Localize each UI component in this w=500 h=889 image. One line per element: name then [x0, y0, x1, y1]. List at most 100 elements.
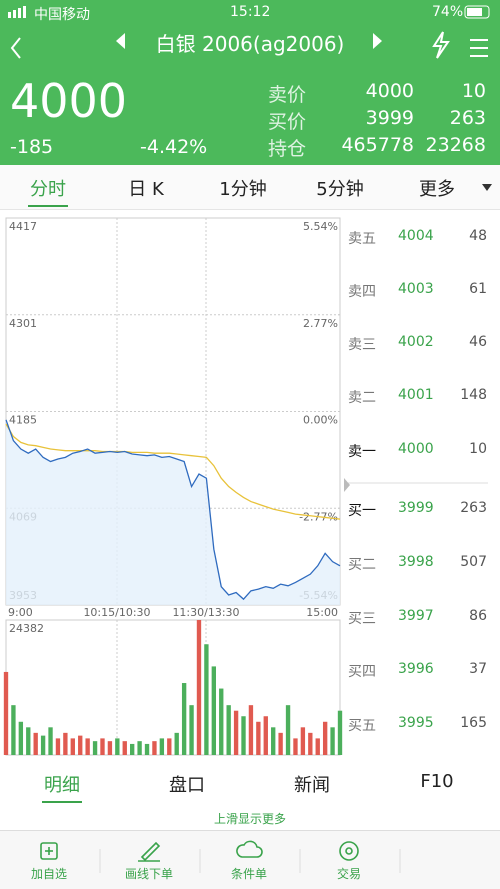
tool[interactable]: 交易 [336, 867, 362, 881]
book-label: 卖五 [348, 231, 376, 247]
book-price: 3998 [398, 554, 434, 570]
tool[interactable]: 画线下单 [124, 867, 174, 881]
x-tick-label: 9:00 [8, 606, 33, 619]
quote-label: 买价 [268, 111, 307, 133]
volume-bar [337, 710, 343, 755]
book-price: 4003 [398, 281, 434, 297]
dropdown-arrow [482, 184, 492, 196]
volume-bar [129, 743, 135, 755]
volume-bar [315, 738, 320, 755]
quote-qty: 23268 [425, 134, 486, 156]
tool[interactable]: 条件单 [230, 867, 268, 881]
hint: 上滑显示更多 [213, 812, 287, 826]
book-qty: 86 [469, 608, 487, 624]
book-qty: 263 [460, 500, 487, 516]
book-row: 买四 3996 37 [348, 661, 493, 685]
change-pct: -4.42% [140, 136, 208, 158]
tab[interactable]: 更多 [419, 179, 455, 200]
volume-bar [293, 738, 298, 755]
volume-bar [308, 732, 313, 755]
volume-bar [241, 716, 246, 755]
flash[interactable] [432, 31, 450, 59]
bottom-tab[interactable]: 明细 [44, 775, 80, 796]
y-tick-label: 4185 [9, 414, 37, 427]
bottom-tab[interactable]: F10 [420, 771, 454, 792]
volume-bar [144, 743, 150, 755]
quote-qty: 10 [461, 80, 486, 102]
tab[interactable]: 分时 [30, 179, 66, 200]
average-line [5, 423, 341, 520]
quote-row: 买价 3999 263 [268, 107, 490, 133]
volume-bar [18, 721, 24, 755]
book-row: 买五 3995 165 [348, 715, 493, 739]
menu[interactable] [470, 39, 488, 57]
bottom-tab[interactable]: 盘口 [169, 775, 205, 796]
prev[interactable] [116, 33, 125, 49]
volume-bar [55, 738, 61, 755]
volume-bar [70, 738, 75, 755]
next[interactable] [373, 33, 382, 49]
book-qty: 48 [469, 228, 487, 244]
book-qty: 61 [469, 281, 487, 297]
volume-bar [226, 705, 231, 755]
book-label: 买四 [348, 664, 376, 680]
book-price: 3999 [398, 500, 434, 516]
book-row: 卖二 4001 148 [348, 387, 493, 411]
collapse[interactable] [344, 478, 350, 492]
book-label: 买五 [348, 718, 376, 734]
book-qty: 507 [460, 554, 487, 570]
tool[interactable]: 加自选 [30, 867, 68, 881]
bottom-tab[interactable]: 新闻 [294, 775, 330, 796]
back[interactable] [10, 37, 21, 59]
clock: 15:12 [230, 4, 271, 20]
volume-bar [181, 683, 187, 755]
book-row: 买二 3998 507 [348, 554, 493, 578]
book-price: 4000 [398, 441, 434, 457]
volume-bar [78, 735, 83, 755]
volume-bar [196, 620, 202, 755]
battery: 74% [432, 4, 464, 20]
book-price: 3996 [398, 661, 434, 677]
book-qty: 46 [469, 334, 487, 350]
volume-bar [167, 738, 172, 755]
book-qty: 148 [460, 387, 487, 403]
volume-bar [48, 727, 53, 755]
price-area [6, 419, 340, 605]
tab[interactable]: 1分钟 [219, 179, 267, 200]
volume-bar [11, 705, 16, 755]
volume-tick-label: 24382 [9, 622, 44, 635]
volume-bar [211, 666, 217, 755]
book-row: 卖五 4004 48 [348, 228, 493, 252]
volume-panel [5, 619, 341, 756]
book-row: 卖一 4000 10 [348, 441, 493, 465]
x-tick-label: 10:15/10:30 [83, 606, 150, 619]
toolbar: 加自选 画线下单 条件单 交易 [0, 830, 500, 889]
header-icons [8, 5, 490, 59]
book-price: 3995 [398, 715, 434, 731]
change: -185 [10, 136, 54, 158]
quote-value: 3999 [365, 107, 414, 129]
volume-bar [152, 741, 157, 755]
volume-bar [174, 732, 179, 755]
tab-underline [28, 205, 68, 207]
quote-label: 卖价 [268, 84, 307, 106]
volume-bar [159, 738, 165, 755]
tab[interactable]: 5分钟 [316, 179, 364, 200]
book-label: 买三 [348, 611, 376, 627]
tab[interactable]: 日 K [128, 179, 164, 200]
volume-bar [92, 741, 98, 755]
quote-row: 卖价 4000 10 [268, 80, 490, 106]
volume-bar [204, 644, 209, 755]
volume-bar [3, 671, 9, 755]
volume-bar [300, 727, 306, 755]
y-tick-label: 4301 [9, 317, 37, 330]
volume-bar [278, 732, 283, 755]
y-tick-label: 4417 [9, 220, 37, 233]
volume-bar [122, 741, 127, 755]
book-label: 买一 [348, 503, 376, 519]
book-row: 卖三 4002 46 [348, 334, 493, 358]
volume-bar [100, 738, 105, 755]
volume-bar [233, 710, 239, 755]
quote-value: 465778 [341, 134, 414, 156]
